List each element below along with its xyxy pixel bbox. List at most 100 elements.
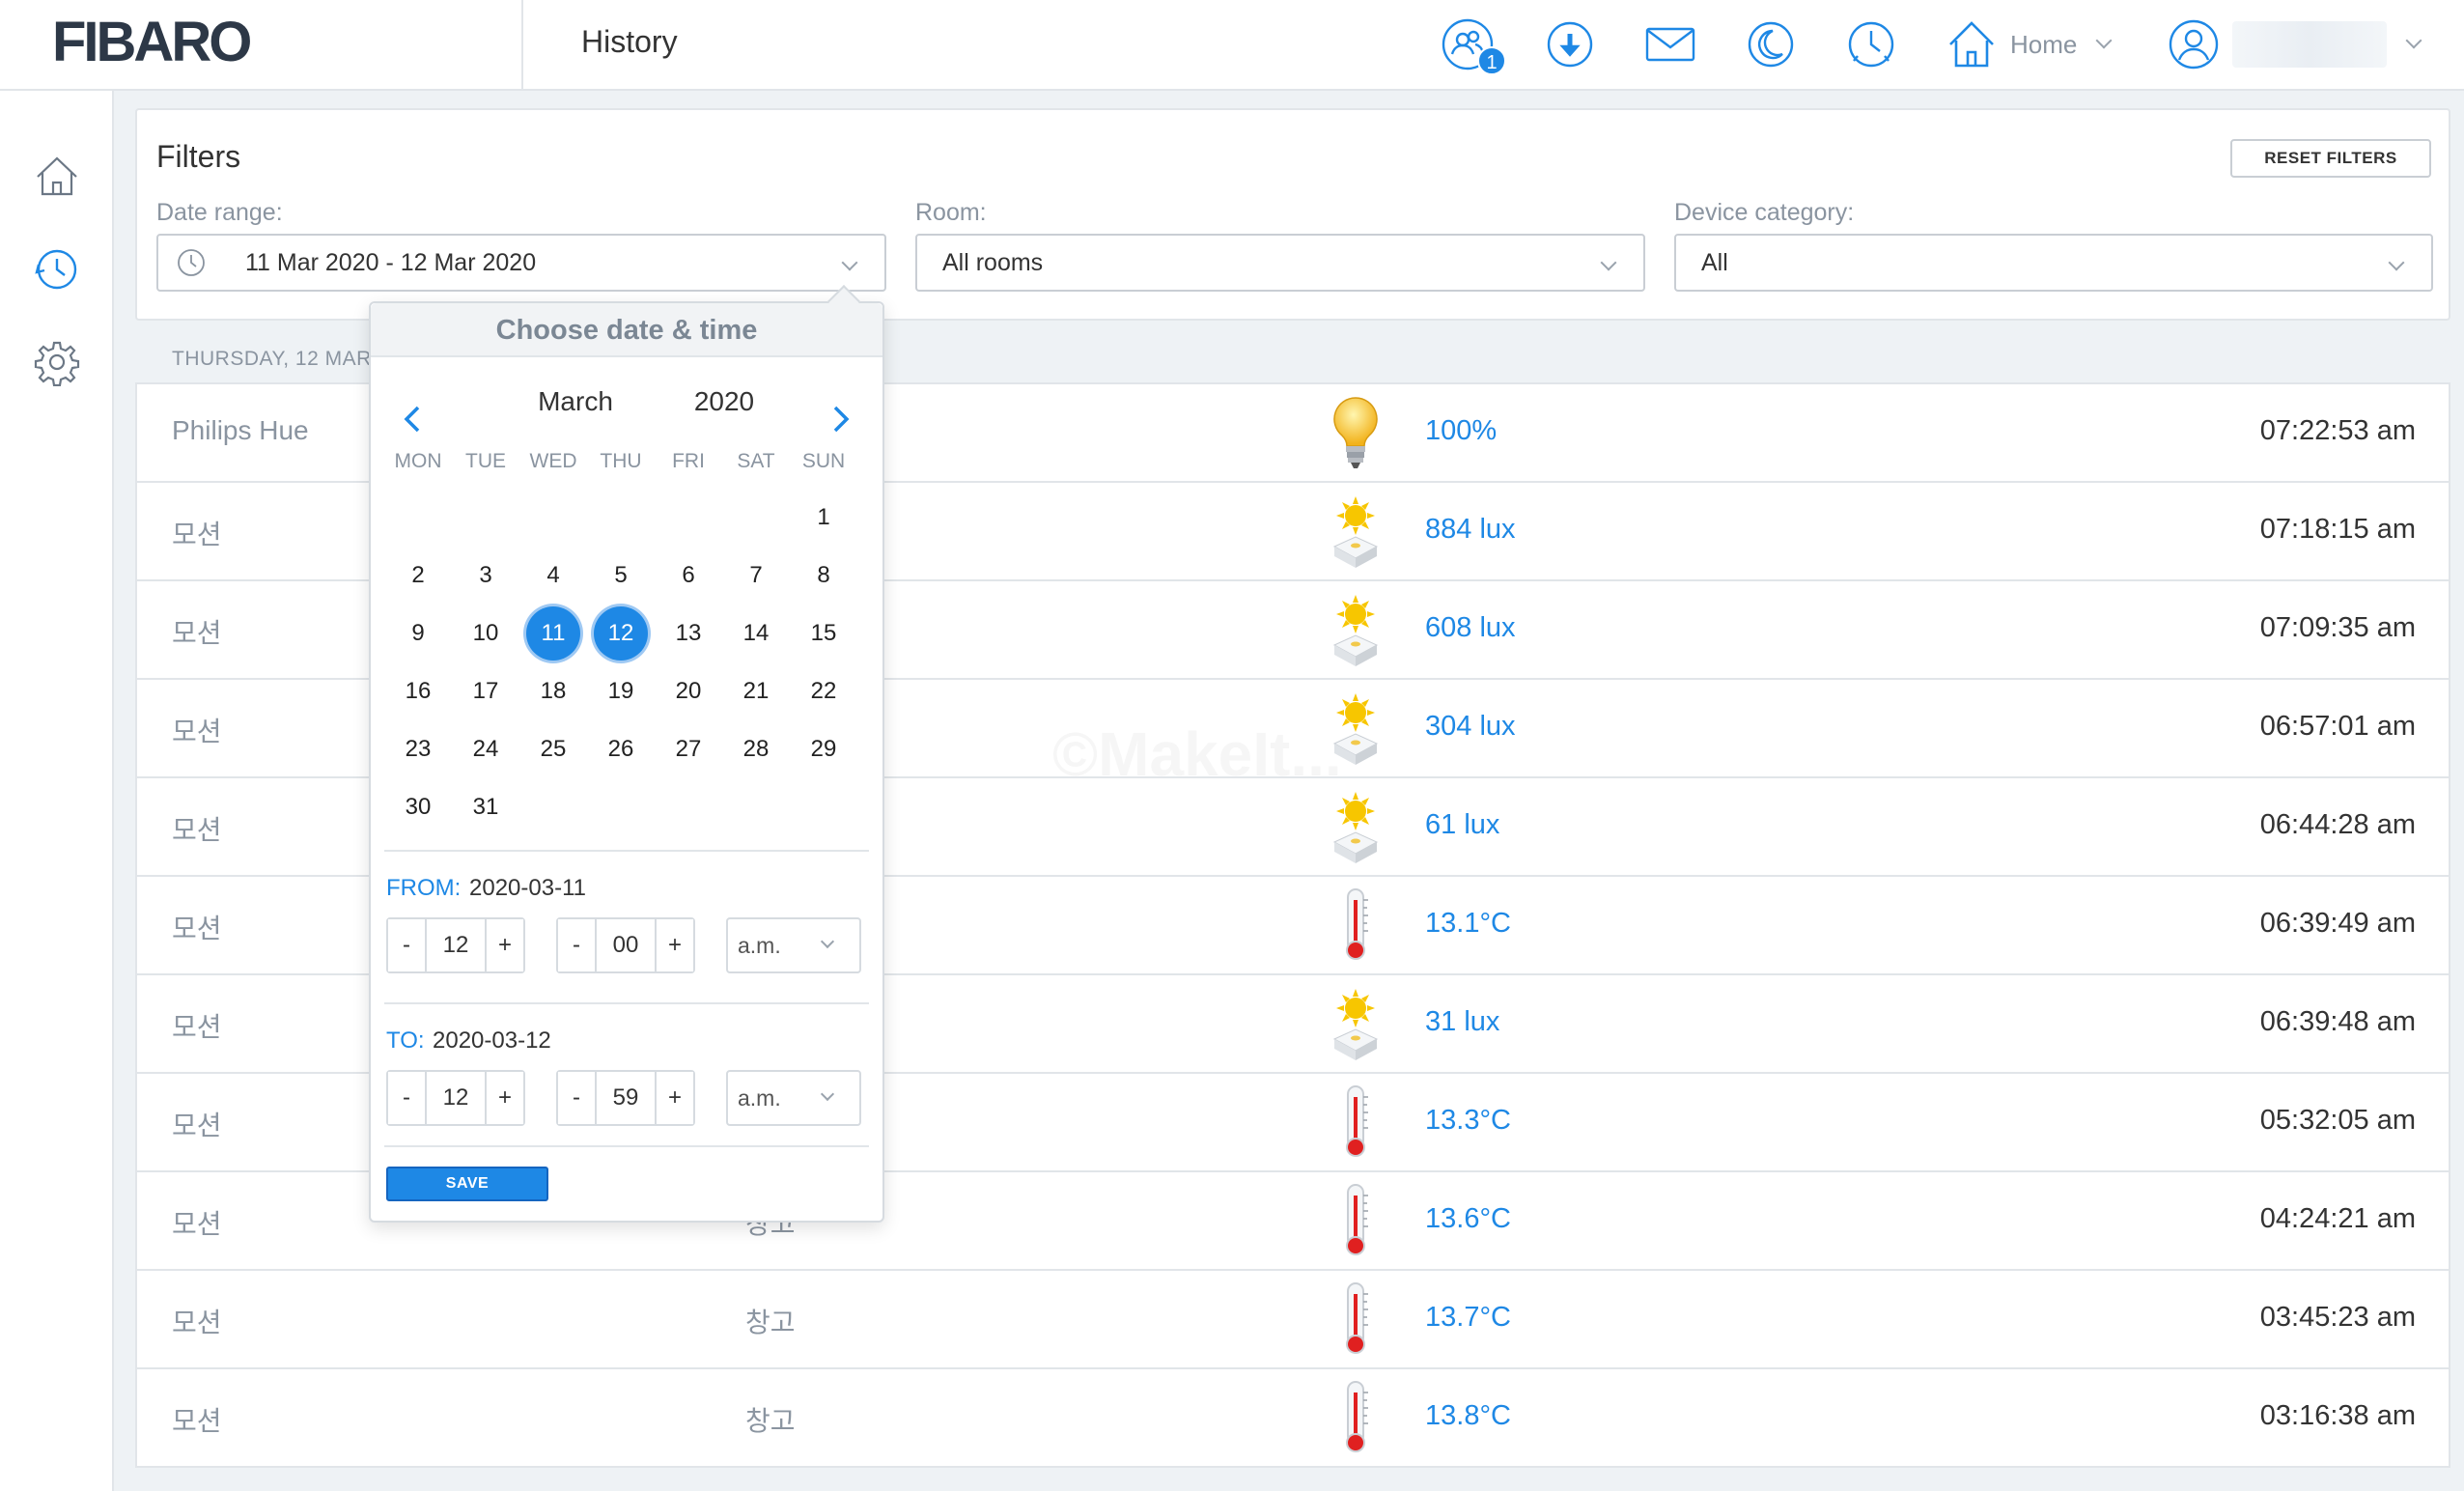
calendar-day[interactable]: 18: [540, 678, 567, 704]
calendar-day[interactable]: 24: [472, 736, 499, 762]
table-row[interactable]: 모션 31 lux 06:39:48 am: [137, 975, 2449, 1074]
calendar-day[interactable]: 3: [479, 562, 492, 588]
calendar-day[interactable]: 25: [540, 736, 567, 762]
filters-title: Filters: [156, 139, 241, 174]
alarm-button[interactable]: [1844, 17, 1898, 71]
calendar-day[interactable]: 13: [675, 620, 702, 646]
table-row[interactable]: 모션 13.1°C 06:39:49 am: [137, 877, 2449, 975]
from-hour-value[interactable]: 12: [425, 919, 487, 971]
date-range-select[interactable]: 11 Mar 2020 - 12 Mar 2020: [156, 234, 886, 292]
home-label: Home: [2010, 29, 2078, 59]
table-row[interactable]: 모션 884 lux 07:18:15 am: [137, 483, 2449, 581]
light-sensor-icon: [1327, 492, 1385, 570]
from-minute-increment[interactable]: +: [657, 919, 693, 971]
sidebar-item-settings[interactable]: [33, 338, 81, 387]
table-row[interactable]: 모션 창고 13.8°C 03:16:38 am: [137, 1369, 2449, 1468]
reset-filters-button[interactable]: RESET FILTERS: [2230, 139, 2431, 178]
thermometer-icon: [1327, 1182, 1385, 1259]
to-ampm-select[interactable]: a.m.: [726, 1070, 861, 1126]
calendar-day[interactable]: 20: [675, 678, 702, 704]
thermometer-icon: [1327, 1083, 1385, 1161]
date-range-value: 11 Mar 2020 - 12 Mar 2020: [245, 248, 537, 276]
event-time: 03:16:38 am: [2259, 1400, 2416, 1431]
from-hour-increment[interactable]: +: [487, 919, 523, 971]
calendar-day[interactable]: 16: [405, 678, 432, 704]
device-category-label: Device category:: [1674, 199, 1855, 226]
to-date: 2020-03-12: [433, 1027, 551, 1054]
table-row[interactable]: 모션 61 lux 06:44:28 am: [137, 778, 2449, 877]
from-minute-value[interactable]: 00: [595, 919, 657, 971]
to-hour-decrement[interactable]: -: [388, 1072, 425, 1124]
table-row[interactable]: 모션 608 lux 07:09:35 am: [137, 581, 2449, 680]
calendar-day[interactable]: 11: [526, 606, 580, 661]
to-minute-value[interactable]: 59: [595, 1072, 657, 1124]
clock-icon: [1848, 21, 1894, 68]
header-divider: [521, 0, 523, 91]
chevron-down-icon: [841, 254, 858, 271]
event-time: 06:57:01 am: [2259, 711, 2416, 742]
to-ampm-value: a.m.: [738, 1085, 781, 1111]
to-minute-decrement[interactable]: -: [558, 1072, 595, 1124]
calendar-day[interactable]: 22: [810, 678, 837, 704]
event-value: 61 lux: [1425, 809, 1500, 840]
calendar-day[interactable]: 8: [817, 562, 830, 588]
from-ampm-select[interactable]: a.m.: [726, 917, 861, 973]
from-hour-decrement[interactable]: -: [388, 919, 425, 971]
table-row[interactable]: 모션 창고 13.7°C 03:45:23 am: [137, 1271, 2449, 1369]
calendar-day[interactable]: 30: [405, 794, 432, 820]
calendar-day[interactable]: 27: [675, 736, 702, 762]
sidebar-item-history[interactable]: [33, 245, 81, 294]
table-row[interactable]: 모션 304 lux 06:57:01 am: [137, 680, 2449, 778]
calendar-day[interactable]: 14: [742, 620, 770, 646]
page-title: History: [581, 24, 678, 59]
fibaro-logo[interactable]: FIBARO: [52, 11, 252, 73]
calendar-day[interactable]: 29: [810, 736, 837, 762]
calendar-day[interactable]: 7: [749, 562, 763, 588]
weekday-label: THU: [600, 450, 642, 472]
calendar-day[interactable]: 1: [817, 504, 830, 530]
sidebar-item-home[interactable]: [33, 153, 81, 201]
calendar-day[interactable]: 9: [411, 620, 425, 646]
room-select[interactable]: All rooms: [915, 234, 1645, 292]
table-row[interactable]: 모션 13.3°C 05:32:05 am: [137, 1074, 2449, 1172]
next-month-button[interactable]: [826, 400, 855, 438]
light-bulb-icon: [1327, 394, 1385, 471]
users-button[interactable]: 1: [1441, 17, 1506, 75]
event-time: 06:44:28 am: [2259, 809, 2416, 840]
device-category-select[interactable]: All: [1674, 234, 2433, 292]
date-range-label: Date range:: [156, 199, 283, 226]
calendar-day[interactable]: 12: [594, 606, 648, 661]
to-hour-value[interactable]: 12: [425, 1072, 487, 1124]
save-button[interactable]: SAVE: [386, 1167, 548, 1201]
chevron-down-icon: [820, 1086, 835, 1102]
calendar-day[interactable]: 31: [472, 794, 499, 820]
home-selector[interactable]: Home: [1945, 17, 2113, 71]
calendar-day[interactable]: 21: [742, 678, 770, 704]
to-hour-stepper: - 12 +: [386, 1070, 525, 1126]
calendar-day[interactable]: 5: [614, 562, 628, 588]
messages-button[interactable]: [1643, 17, 1697, 71]
device-name: 모션: [172, 815, 222, 845]
device-name: Philips Hue: [172, 415, 309, 445]
calendar-day[interactable]: 15: [810, 620, 837, 646]
chevron-down-icon: [2405, 32, 2422, 49]
calendar-day[interactable]: 4: [546, 562, 560, 588]
table-row[interactable]: Philips Hueom100%07:22:53 am: [137, 384, 2449, 483]
calendar-day[interactable]: 28: [742, 736, 770, 762]
calendar-day[interactable]: 2: [411, 562, 425, 588]
to-hour-increment[interactable]: +: [487, 1072, 523, 1124]
calendar-day[interactable]: 6: [682, 562, 695, 588]
to-minute-increment[interactable]: +: [657, 1072, 693, 1124]
night-mode-button[interactable]: [1744, 17, 1798, 71]
from-minute-decrement[interactable]: -: [558, 919, 595, 971]
event-time: 04:24:21 am: [2259, 1203, 2416, 1234]
device-category-value: All: [1701, 248, 1728, 276]
prev-month-button[interactable]: [398, 400, 427, 438]
calendar-day[interactable]: 17: [472, 678, 499, 704]
calendar-day[interactable]: 26: [607, 736, 634, 762]
user-menu[interactable]: [2167, 17, 2422, 71]
calendar-day[interactable]: 23: [405, 736, 432, 762]
calendar-day[interactable]: 19: [607, 678, 634, 704]
calendar-day[interactable]: 10: [472, 620, 499, 646]
download-button[interactable]: [1543, 17, 1597, 71]
